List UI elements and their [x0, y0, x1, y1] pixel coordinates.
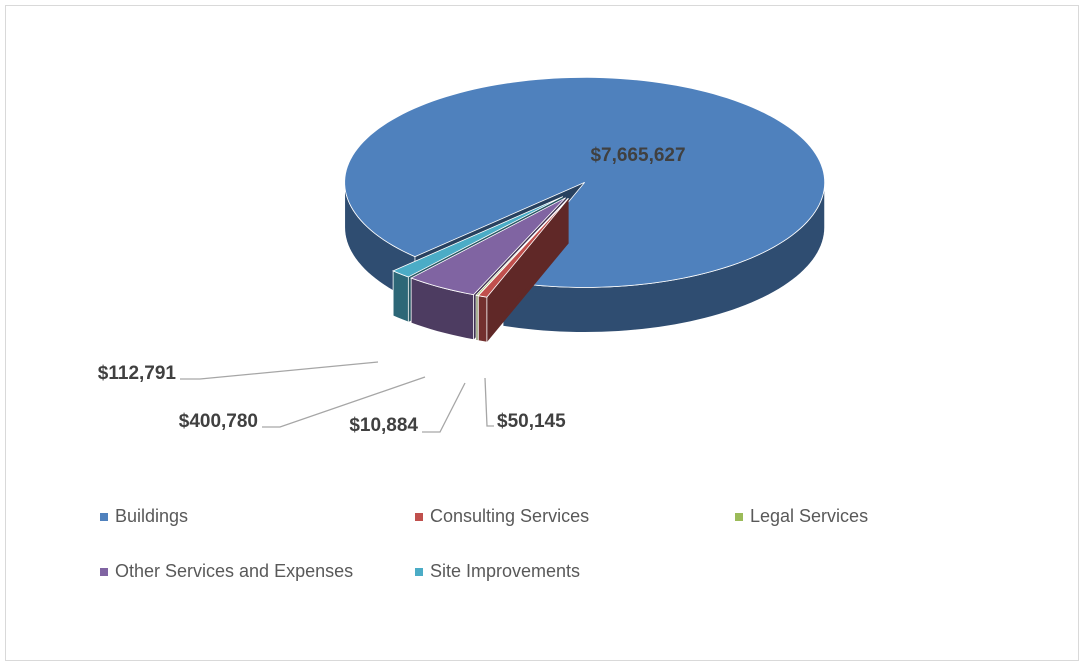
legend-swatch: [415, 568, 423, 576]
legend-label: Site Improvements: [430, 561, 580, 581]
legend-label: Consulting Services: [430, 506, 589, 526]
data-label: $112,791: [98, 363, 177, 384]
legend-swatch: [735, 513, 743, 521]
legend-label: Legal Services: [750, 506, 868, 526]
leader-line: [180, 361, 379, 380]
data-label: $400,780: [179, 411, 258, 432]
legend-label: Other Services and Expenses: [115, 561, 353, 581]
legend-swatch: [100, 513, 108, 521]
slice-wall: [475, 294, 479, 342]
slice: [344, 77, 826, 288]
slice-wall: [477, 295, 488, 343]
leader-line: [422, 382, 466, 433]
pie: [344, 77, 826, 343]
slice-wall: [392, 270, 409, 323]
leader-line: [262, 376, 426, 428]
legend-label: Buildings: [115, 506, 188, 526]
legend-swatch: [415, 513, 423, 521]
slice: [410, 197, 566, 296]
labels: $7,665,627 $50,145 $10,884 $400,780 $112,791: [98, 145, 686, 436]
leader-line: [484, 377, 494, 427]
data-label: $50,145: [497, 411, 566, 432]
data-label: $10,884: [349, 415, 418, 436]
slice: [392, 196, 564, 278]
slice-side: [478, 198, 569, 341]
data-label: $7,665,627: [590, 145, 685, 166]
legend-swatch: [100, 568, 108, 576]
legend: Buildings Consulting Services Legal Servic…: [100, 506, 868, 581]
slice: [477, 198, 569, 298]
